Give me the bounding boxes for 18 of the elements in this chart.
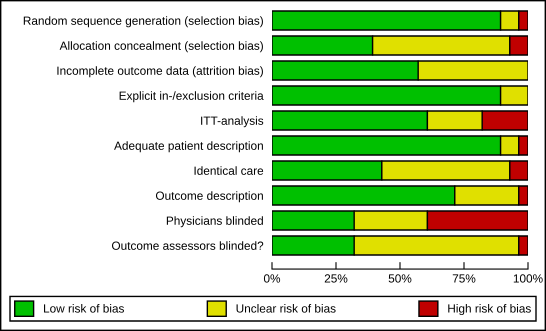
y-tick-label: Outcome description (156, 191, 263, 202)
y-tick-label: Explicit in-/exclusion criteria (120, 91, 264, 102)
x-tick-label: 0% (264, 274, 280, 283)
legend-label: Unclear risk of bias (236, 304, 336, 313)
x-tick-label: 75% (452, 274, 476, 283)
y-tick-label: Allocation concealment (selection bias) (60, 41, 263, 52)
y-tick-label: Incomplete outcome data (attrition bias) (57, 66, 263, 78)
y-tick-label: Physicians blinded (166, 216, 263, 228)
y-tick-label: Identical care (194, 166, 264, 175)
y-tick-label: ITT-analysis (201, 116, 264, 128)
x-tick-label: 25% (324, 274, 348, 283)
y-tick-label: Random sequence generation (selection bias) (24, 16, 263, 28)
x-tick-label: 50% (388, 274, 412, 283)
legend-label: High risk of bias (448, 304, 531, 316)
x-tick-label: 100% (514, 274, 543, 283)
legend-label: Low risk of bias (44, 304, 124, 313)
y-tick-label: Outcome assessors blinded? (112, 241, 264, 250)
y-tick-label: Adequate patient description (114, 141, 263, 152)
